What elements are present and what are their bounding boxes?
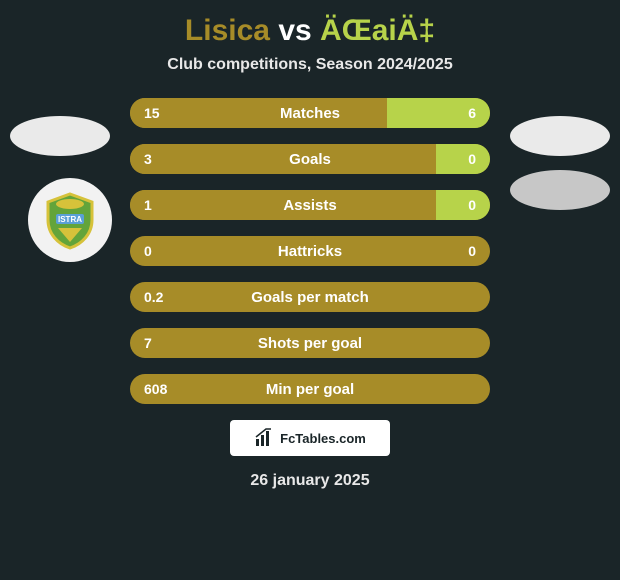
stats-list: 15 Matches 6 3 Goals 0 1 Assists 0 0 Hat… bbox=[130, 98, 490, 404]
player2-avatar bbox=[510, 116, 610, 156]
stat-row-shots-per-goal: 7 Shots per goal bbox=[130, 328, 490, 358]
stat-value-right: 0 bbox=[468, 190, 476, 220]
stat-value-right: 6 bbox=[468, 98, 476, 128]
stat-row-matches: 15 Matches 6 bbox=[130, 98, 490, 128]
stat-label: Goals bbox=[130, 144, 490, 174]
brand-link[interactable]: FcTables.com bbox=[230, 420, 390, 456]
stat-value-left: 7 bbox=[144, 328, 152, 358]
vs-separator: vs bbox=[278, 14, 311, 47]
stat-row-hattricks: 0 Hattricks 0 bbox=[130, 236, 490, 266]
stat-value-left: 15 bbox=[144, 98, 160, 128]
stat-label: Hattricks bbox=[130, 236, 490, 266]
bar-chart-icon bbox=[254, 428, 274, 448]
stat-value-right: 0 bbox=[468, 236, 476, 266]
player1-name: Lisica bbox=[185, 14, 270, 47]
stat-label: Shots per goal bbox=[130, 328, 490, 358]
player2-name: ÄŒaiÄ‡ bbox=[320, 14, 435, 47]
svg-text:ISTRA: ISTRA bbox=[58, 215, 82, 224]
stat-label: Goals per match bbox=[130, 282, 490, 312]
player1-club-badge: ISTRA bbox=[28, 178, 112, 262]
h2h-card: Lisica vs ÄŒaiÄ‡ Club competitions, Seas… bbox=[0, 0, 620, 580]
stat-label: Matches bbox=[130, 98, 490, 128]
stat-label: Min per goal bbox=[130, 374, 490, 404]
page-title: Lisica vs ÄŒaiÄ‡ bbox=[0, 14, 620, 48]
subtitle: Club competitions, Season 2024/2025 bbox=[0, 56, 620, 74]
stat-value-left: 3 bbox=[144, 144, 152, 174]
stat-row-assists: 1 Assists 0 bbox=[130, 190, 490, 220]
player1-avatar bbox=[10, 116, 110, 156]
stat-row-goals-per-match: 0.2 Goals per match bbox=[130, 282, 490, 312]
stat-value-left: 608 bbox=[144, 374, 167, 404]
footer-date: 26 january 2025 bbox=[0, 472, 620, 490]
stat-value-left: 1 bbox=[144, 190, 152, 220]
stat-value-left: 0 bbox=[144, 236, 152, 266]
stat-row-min-per-goal: 608 Min per goal bbox=[130, 374, 490, 404]
stat-value-right: 0 bbox=[468, 144, 476, 174]
stat-label: Assists bbox=[130, 190, 490, 220]
club-crest-icon: ISTRA bbox=[38, 188, 102, 252]
player2-club-avatar bbox=[510, 170, 610, 210]
stat-value-left: 0.2 bbox=[144, 282, 163, 312]
stat-row-goals: 3 Goals 0 bbox=[130, 144, 490, 174]
brand-text: FcTables.com bbox=[280, 431, 366, 446]
